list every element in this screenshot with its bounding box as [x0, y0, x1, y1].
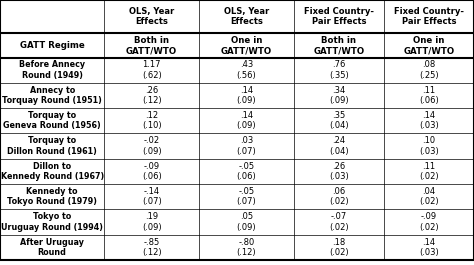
Text: Both in
GATT/WTO: Both in GATT/WTO — [313, 36, 365, 55]
Text: .14
(.03): .14 (.03) — [419, 111, 439, 130]
Text: .43
(.56): .43 (.56) — [237, 60, 256, 80]
Text: .19
(.09): .19 (.09) — [142, 212, 162, 232]
Text: Tokyo to
Uruguay Round (1994): Tokyo to Uruguay Round (1994) — [1, 212, 103, 232]
Text: -.80
(.12): -.80 (.12) — [237, 238, 256, 257]
Text: Torquay to
Dillon Round (1961): Torquay to Dillon Round (1961) — [7, 136, 97, 156]
Text: .11
(.06): .11 (.06) — [419, 86, 439, 105]
Text: .14
(.03): .14 (.03) — [419, 238, 439, 257]
Text: -.05
(.07): -.05 (.07) — [237, 187, 256, 206]
Bar — [0, 58, 474, 83]
Text: One in
GATT/WTO: One in GATT/WTO — [403, 36, 455, 55]
Text: OLS, Year
Effects: OLS, Year Effects — [224, 7, 269, 26]
Bar — [0, 0, 474, 33]
Bar — [0, 184, 474, 209]
Text: Both in
GATT/WTO: Both in GATT/WTO — [126, 36, 177, 55]
Bar — [0, 235, 474, 260]
Text: -.09
(.02): -.09 (.02) — [419, 212, 439, 232]
Text: Annecy to
Torquay Round (1951): Annecy to Torquay Round (1951) — [2, 86, 102, 105]
Text: .34
(.09): .34 (.09) — [329, 86, 349, 105]
Bar — [0, 33, 474, 58]
Bar — [0, 209, 474, 235]
Text: After Uruguay
Round: After Uruguay Round — [20, 238, 84, 257]
Text: Kennedy to
Tokyo Round (1979): Kennedy to Tokyo Round (1979) — [7, 187, 97, 206]
Text: .06
(.02): .06 (.02) — [329, 187, 349, 206]
Text: .26
(.03): .26 (.03) — [329, 162, 349, 181]
Text: .05
(.09): .05 (.09) — [237, 212, 256, 232]
Text: .08
(.25): .08 (.25) — [419, 60, 439, 80]
Text: .76
(.35): .76 (.35) — [329, 60, 349, 80]
Text: .35
(.04): .35 (.04) — [329, 111, 349, 130]
Bar — [0, 134, 474, 159]
Text: -.09
(.06): -.09 (.06) — [142, 162, 162, 181]
Text: -.85
(.12): -.85 (.12) — [142, 238, 162, 257]
Text: Before Annecy
Round (1949): Before Annecy Round (1949) — [19, 60, 85, 80]
Text: -.07
(.02): -.07 (.02) — [329, 212, 349, 232]
Text: -.02
(.09): -.02 (.09) — [142, 136, 162, 156]
Text: 1.17
(.62): 1.17 (.62) — [142, 60, 162, 80]
Text: .14
(.09): .14 (.09) — [237, 111, 256, 130]
Text: .24
(.04): .24 (.04) — [329, 136, 349, 156]
Text: .11
(.02): .11 (.02) — [419, 162, 439, 181]
Text: .03
(.07): .03 (.07) — [237, 136, 256, 156]
Text: Dillon to
Kennedy Round (1967): Dillon to Kennedy Round (1967) — [0, 162, 104, 181]
Text: -.14
(.07): -.14 (.07) — [142, 187, 162, 206]
Text: One in
GATT/WTO: One in GATT/WTO — [221, 36, 272, 55]
Text: Torquay to
Geneva Round (1956): Torquay to Geneva Round (1956) — [3, 111, 101, 130]
Text: .18
(.02): .18 (.02) — [329, 238, 349, 257]
Text: .04
(.02): .04 (.02) — [419, 187, 439, 206]
Text: .26
(.12): .26 (.12) — [142, 86, 162, 105]
Text: .14
(.09): .14 (.09) — [237, 86, 256, 105]
Text: Fixed Country-
Pair Effects: Fixed Country- Pair Effects — [304, 7, 374, 26]
Text: .12
(.10): .12 (.10) — [142, 111, 162, 130]
Bar — [0, 159, 474, 184]
Text: -.05
(.06): -.05 (.06) — [237, 162, 256, 181]
Bar — [0, 108, 474, 134]
Text: Fixed Country-
Pair Effects: Fixed Country- Pair Effects — [394, 7, 464, 26]
Text: GATT Regime: GATT Regime — [20, 41, 84, 50]
Bar — [0, 83, 474, 108]
Text: .10
(.03): .10 (.03) — [419, 136, 439, 156]
Text: OLS, Year
Effects: OLS, Year Effects — [129, 7, 174, 26]
